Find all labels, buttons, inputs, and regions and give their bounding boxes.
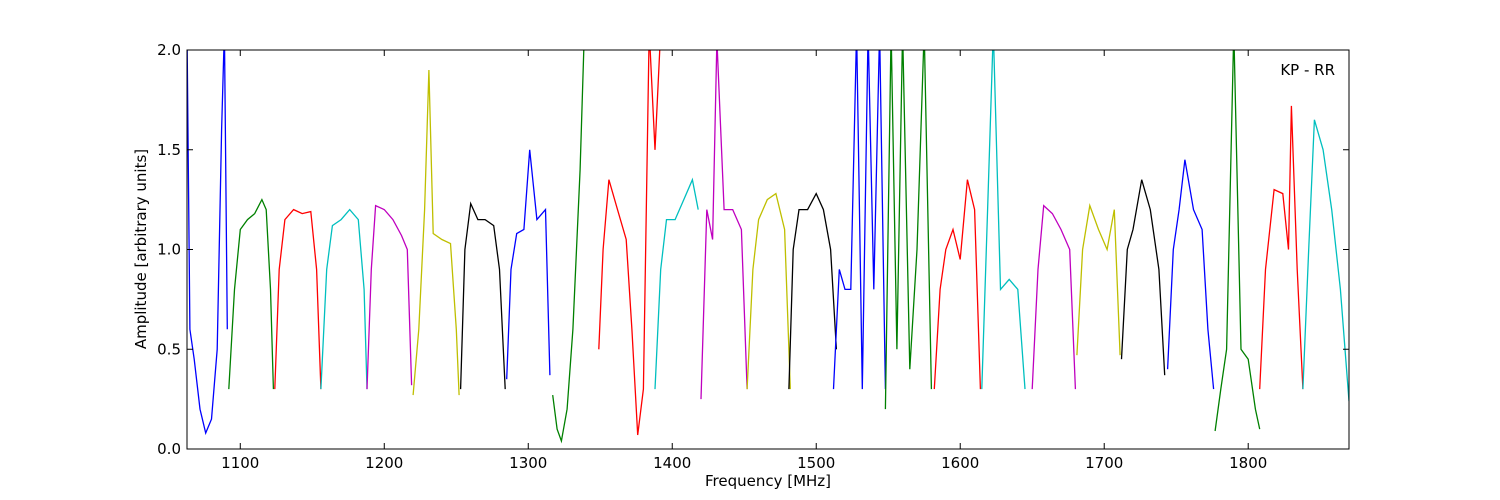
series-line bbox=[187, 50, 228, 436]
x-tick-label: 1500 bbox=[797, 454, 835, 472]
series-line bbox=[654, 177, 699, 390]
series-line bbox=[598, 50, 661, 436]
annotation: KP - RR bbox=[1280, 61, 1335, 79]
x-tick-label: 1700 bbox=[1085, 454, 1123, 472]
series-line bbox=[1302, 119, 1349, 402]
series-line bbox=[1259, 105, 1304, 390]
series-layer bbox=[187, 50, 1349, 444]
series-line bbox=[366, 204, 413, 390]
series-line bbox=[1031, 204, 1077, 390]
y-axis-label: Amplitude [arbitrary units] bbox=[132, 149, 150, 349]
series-line bbox=[933, 179, 982, 390]
series-line bbox=[412, 69, 460, 396]
series-line bbox=[320, 208, 368, 390]
series-line bbox=[1120, 179, 1166, 376]
series-line bbox=[746, 192, 791, 390]
series-line bbox=[884, 50, 933, 410]
y-tick-label: 1.5 bbox=[157, 141, 181, 159]
series-line bbox=[981, 50, 1026, 390]
x-tick-label: 1800 bbox=[1229, 454, 1267, 472]
series-line bbox=[1166, 159, 1215, 390]
series-line bbox=[552, 50, 585, 444]
x-tick-label: 1100 bbox=[221, 454, 259, 472]
x-tick-label: 1200 bbox=[365, 454, 403, 472]
y-tick-label: 1.0 bbox=[157, 241, 181, 259]
series-line bbox=[506, 149, 551, 380]
series-line bbox=[1076, 203, 1121, 356]
series-line bbox=[700, 50, 748, 400]
series-line bbox=[788, 192, 838, 390]
series-line bbox=[1214, 50, 1261, 432]
x-tick-label: 1400 bbox=[653, 454, 691, 472]
series-line bbox=[228, 198, 275, 390]
y-tick-label: 0.0 bbox=[157, 440, 181, 458]
x-tick-label: 1300 bbox=[509, 454, 547, 472]
y-tick-label: 0.5 bbox=[157, 340, 181, 358]
y-tick-label: 2.0 bbox=[157, 41, 181, 59]
x-tick-label: 1600 bbox=[941, 454, 979, 472]
series-line bbox=[459, 201, 506, 390]
x-axis-label: Frequency [MHz] bbox=[705, 472, 831, 490]
series-line bbox=[832, 50, 887, 390]
series-line bbox=[274, 208, 322, 390]
